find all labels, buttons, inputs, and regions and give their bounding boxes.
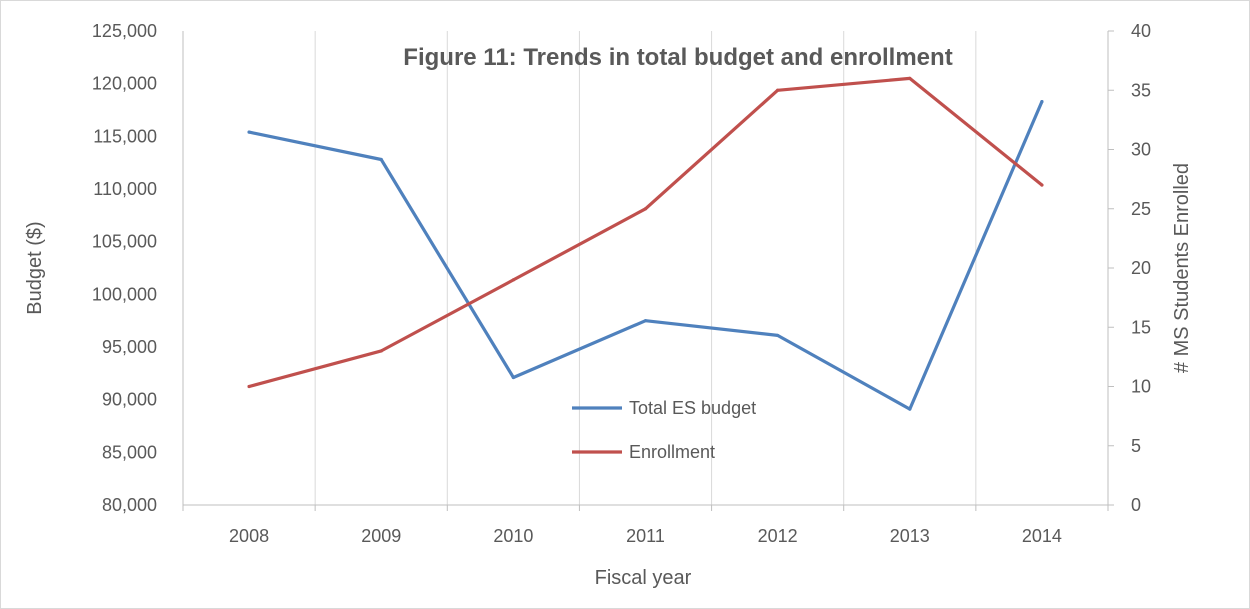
x-tick-label: 2011 [626, 526, 665, 546]
y-tick-label: 90,000 [102, 390, 157, 410]
left-axis-tick-labels: 80,000 85,000 90,000 95,000 100,000 105,000 11… [92, 21, 157, 515]
x-tick-label: 2009 [361, 526, 401, 546]
data-point [379, 157, 383, 162]
y-tick-label: 85,000 [102, 442, 157, 462]
y-tick-label: 105,000 [92, 232, 157, 252]
data-point [511, 278, 515, 282]
x-tick-label: 2013 [890, 526, 930, 546]
x-tick-label: 2014 [1022, 526, 1062, 546]
y2-tick-label: 15 [1131, 317, 1151, 337]
y-tick-label: 125,000 [92, 21, 157, 41]
y-tick-label: 110,000 [93, 179, 157, 199]
data-point [379, 349, 383, 353]
y2-tick-label: 35 [1131, 80, 1151, 100]
x-tick-label: 2012 [758, 526, 798, 546]
x-tick-label: 2010 [493, 526, 533, 546]
y-axis-title: Budget ($) [24, 221, 46, 314]
right-axis-tick-labels: 0 5 10 15 20 25 30 35 40 [1131, 21, 1151, 515]
y2-tick-label: 40 [1131, 21, 1151, 41]
data-point [776, 333, 780, 338]
x-axis-tick-labels: 2008 2009 2010 2011 2012 2013 2014 [229, 526, 1062, 546]
axes [182, 30, 1114, 511]
chart-title: Figure 11: Trends in total budget and en… [403, 44, 952, 71]
data-point [776, 88, 780, 92]
y-tick-label: 120,000 [92, 74, 157, 94]
x-axis-title: Fiscal year [595, 567, 692, 589]
data-point [908, 76, 912, 80]
legend-label: Total ES budget [629, 398, 756, 418]
data-point [1040, 183, 1044, 187]
gridlines [314, 31, 977, 505]
y2-tick-label: 5 [1131, 436, 1141, 456]
data-point [908, 407, 912, 411]
y-tick-label: 80,000 [102, 495, 157, 515]
y2-tick-label: 10 [1131, 377, 1151, 397]
y2-tick-label: 0 [1131, 495, 1141, 515]
data-point [1040, 99, 1044, 104]
series-line-0 [247, 99, 1044, 411]
legend-label: Enrollment [629, 442, 715, 462]
x-tick-label: 2008 [229, 526, 269, 546]
y2-tick-label: 25 [1131, 199, 1151, 219]
data-point [511, 375, 515, 380]
series-lines [247, 76, 1044, 411]
y-tick-label: 100,000 [92, 284, 157, 304]
y-tick-label: 95,000 [102, 337, 157, 357]
y2-axis-title: # MS Students Enrolled [1171, 163, 1193, 373]
y2-tick-label: 20 [1131, 258, 1151, 278]
series-line-1 [247, 76, 1044, 389]
y2-tick-label: 30 [1131, 140, 1151, 160]
data-point [247, 130, 251, 134]
legend: Total ES budget Enrollment [572, 398, 756, 462]
data-point [643, 207, 648, 211]
data-point [247, 384, 251, 389]
y-tick-label: 115,000 [93, 126, 157, 146]
data-point [643, 319, 648, 323]
